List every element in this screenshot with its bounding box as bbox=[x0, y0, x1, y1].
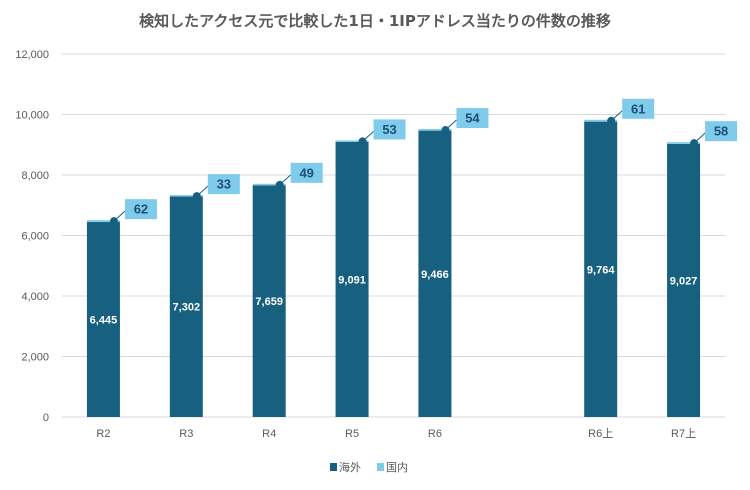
y-tick-label: 2,000 bbox=[21, 352, 49, 364]
data-label-domestic: 61 bbox=[631, 101, 645, 116]
y-axis: 0 2,000 4,000 6,000 8,000 10,000 12,000 bbox=[15, 49, 49, 424]
chart-title: 検知したアクセス元で比較した1日・1IPアドレス当たりの件数の推移 bbox=[139, 12, 611, 30]
legend-swatch-overseas bbox=[330, 463, 337, 471]
y-tick-label: 6,000 bbox=[21, 231, 49, 243]
data-label-box-domestic bbox=[705, 121, 738, 142]
bar-domestic bbox=[252, 183, 286, 186]
bar-overseas bbox=[584, 121, 618, 417]
x-tick-label: R4 bbox=[262, 428, 276, 440]
bar-overseas bbox=[667, 143, 701, 418]
x-tick-label: R2 bbox=[96, 428, 110, 440]
y-tick-label: 12,000 bbox=[15, 49, 49, 61]
legend-label-overseas: 海外 bbox=[339, 460, 361, 474]
data-label-box-domestic bbox=[124, 199, 157, 220]
x-tick-label: R6 bbox=[428, 428, 442, 440]
callout-anchor-dot bbox=[192, 192, 201, 201]
data-label-domestic: 49 bbox=[299, 165, 313, 180]
bar-overseas bbox=[252, 185, 286, 417]
x-tick-label: R6上 bbox=[588, 427, 613, 440]
y-tick-label: 8,000 bbox=[21, 170, 49, 182]
data-label-domestic: 33 bbox=[217, 177, 231, 192]
data-label-overseas: 9,027 bbox=[670, 275, 698, 287]
data-label-domestic: 58 bbox=[714, 124, 728, 139]
bar-domestic bbox=[335, 140, 369, 142]
bar-overseas bbox=[86, 222, 120, 417]
x-axis: R2 R3 R4 R5 R6 R6上 R7上 bbox=[96, 427, 696, 440]
callout-anchor-dot bbox=[690, 139, 699, 148]
x-tick-label: R7上 bbox=[671, 427, 696, 440]
y-tick-label: 4,000 bbox=[21, 291, 49, 303]
x-tick-label: R3 bbox=[179, 428, 193, 440]
bar-domestic bbox=[169, 195, 203, 197]
bar-domestic bbox=[584, 119, 618, 122]
callout-anchor-dot bbox=[441, 126, 450, 135]
data-label-box-domestic bbox=[622, 98, 655, 119]
bar-domestic bbox=[86, 220, 120, 223]
bar-overseas bbox=[169, 196, 203, 417]
data-label-overseas: 6,445 bbox=[90, 315, 118, 327]
bars: 6,445 62 7,302 33 7,659 49 9,091 53 9,466 54 9,764… bbox=[86, 98, 738, 418]
data-label-overseas: 9,764 bbox=[587, 264, 615, 276]
y-tick-label: 0 bbox=[43, 412, 49, 424]
legend-swatch-domestic bbox=[377, 463, 384, 471]
data-label-overseas: 9,466 bbox=[421, 269, 449, 281]
data-label-domestic: 62 bbox=[134, 202, 148, 217]
x-tick-label: R5 bbox=[345, 428, 359, 440]
callout-anchor-dot bbox=[275, 180, 284, 189]
data-label-overseas: 7,302 bbox=[173, 302, 201, 314]
legend: 海外 国内 bbox=[330, 460, 408, 474]
bar-domestic bbox=[667, 142, 701, 144]
data-label-box-domestic bbox=[290, 162, 323, 183]
data-label-domestic: 53 bbox=[382, 122, 396, 137]
bar-overseas bbox=[418, 130, 452, 417]
bar-domestic bbox=[418, 129, 452, 131]
data-label-box-domestic bbox=[456, 108, 489, 129]
bar-overseas bbox=[335, 141, 369, 417]
data-label-domestic: 54 bbox=[465, 111, 480, 126]
data-label-box-domestic bbox=[373, 119, 406, 140]
y-tick-label: 10,000 bbox=[15, 110, 49, 122]
data-label-overseas: 9,091 bbox=[338, 274, 366, 286]
callout-anchor-dot bbox=[109, 217, 118, 226]
data-label-overseas: 7,659 bbox=[255, 296, 283, 308]
legend-label-domestic: 国内 bbox=[386, 460, 408, 474]
data-label-box-domestic bbox=[207, 174, 240, 195]
callout-anchor-dot bbox=[358, 137, 367, 146]
callout-anchor-dot bbox=[607, 116, 616, 125]
